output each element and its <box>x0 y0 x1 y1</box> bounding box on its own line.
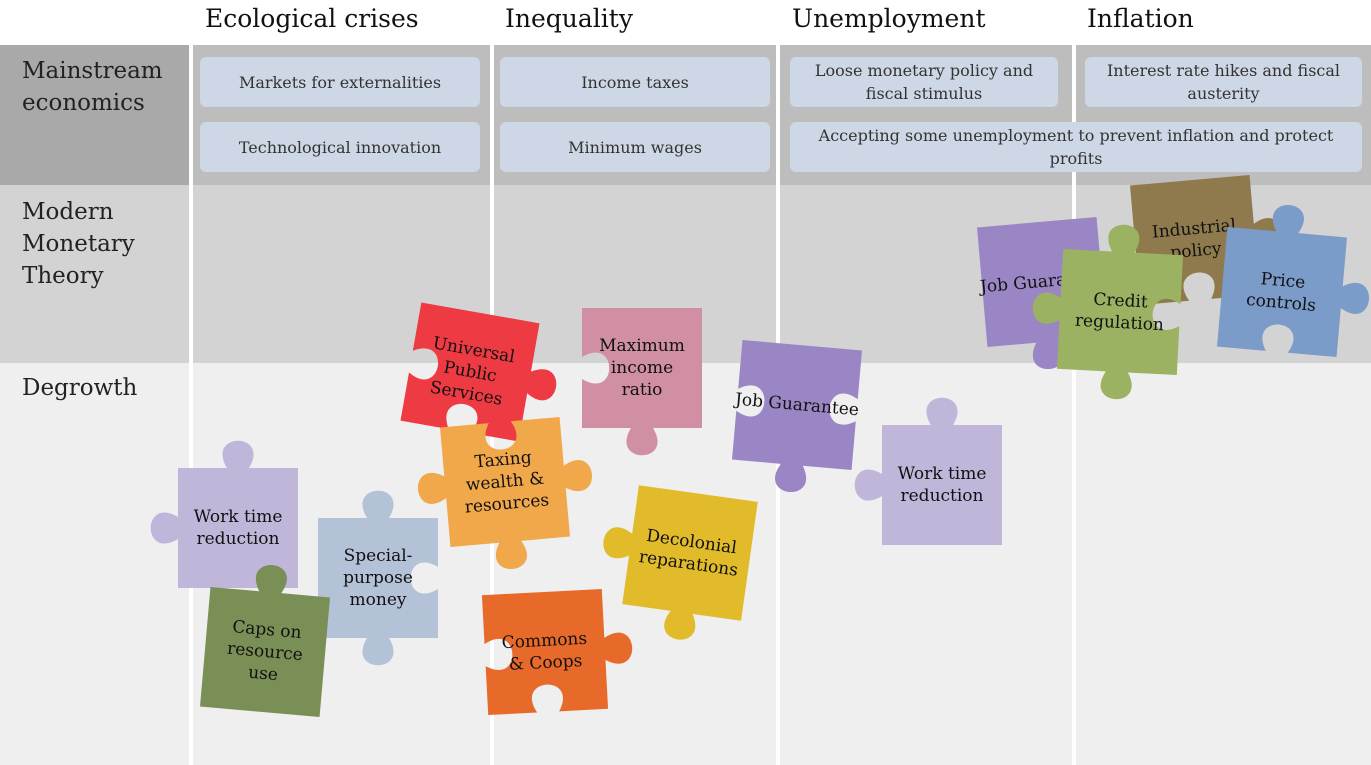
policy-box: Technological innovation <box>200 122 480 172</box>
row-label: Degrowth <box>22 375 138 401</box>
puzzle-piece: Maximum income ratio <box>552 278 732 458</box>
puzzle-piece: Job Guarantee <box>699 307 894 502</box>
piece-outline <box>400 302 557 442</box>
piece-outline <box>731 339 863 493</box>
row-label: Mainstream economics <box>22 58 163 116</box>
puzzle-piece: Decolonial reparations <box>588 451 791 654</box>
puzzle-piece: Price controls <box>1184 194 1371 389</box>
piece-shape <box>731 339 863 493</box>
puzzle-piece: Universal Public Services <box>366 268 575 477</box>
piece-shape <box>481 588 633 716</box>
piece-outline <box>1032 224 1184 400</box>
piece-outline <box>481 588 633 716</box>
piece-label: Credit regulation <box>1074 289 1165 336</box>
piece-label: Work time reduction <box>193 507 283 549</box>
piece-shape <box>150 440 298 588</box>
piece-label: Caps on resource use <box>226 617 304 686</box>
puzzle-piece: Taxing wealth & resources <box>407 384 602 579</box>
piece-outline <box>318 490 438 666</box>
column-header: Unemployment <box>792 4 986 33</box>
column-header: Ecological crises <box>205 4 419 33</box>
policy-box: Income taxes <box>500 57 770 107</box>
policy-box: Interest rate hikes and fiscal austerity <box>1085 57 1362 107</box>
piece-shape <box>199 564 331 718</box>
policy-box: Accepting some unemployment to prevent i… <box>790 122 1362 172</box>
piece-shape <box>582 308 702 456</box>
puzzle-piece: Special-purpose money <box>288 488 468 668</box>
piece-label: Special-purpose money <box>343 546 413 610</box>
piece-outline <box>417 416 593 570</box>
column-divider <box>1072 45 1076 765</box>
column-header: Inflation <box>1087 4 1194 33</box>
piece-label: Commons & Coops <box>501 628 588 675</box>
puzzle-piece: Work time reduction <box>852 395 1032 575</box>
piece-shape <box>854 397 1002 545</box>
piece-shape <box>1032 224 1184 400</box>
puzzle-piece: Credit regulation <box>1025 217 1214 406</box>
piece-shape <box>400 302 557 442</box>
piece-outline <box>199 564 331 718</box>
piece-outline <box>1216 204 1370 358</box>
puzzle-piece: Work time reduction <box>148 438 328 618</box>
piece-outline <box>854 397 1002 545</box>
mainstream-label-band <box>0 45 190 185</box>
piece-label: Maximum income ratio <box>599 336 685 400</box>
piece-outline <box>603 485 758 640</box>
piece-label: Taxing wealth & resources <box>463 447 550 518</box>
piece-shape <box>1216 204 1370 358</box>
column-header: Inequality <box>505 4 633 33</box>
puzzle-piece: Commons & Coops <box>450 557 639 746</box>
piece-shape <box>417 416 593 570</box>
piece-shape <box>318 490 438 666</box>
piece-label: Work time reduction <box>897 464 987 506</box>
piece-label: Price controls <box>1245 269 1317 316</box>
policy-box: Markets for externalities <box>200 57 480 107</box>
piece-shape <box>603 485 758 640</box>
piece-outline <box>582 308 702 456</box>
puzzle-piece: Caps on resource use <box>167 554 362 749</box>
row-label: Modern Monetary Theory <box>22 199 135 289</box>
policy-box: Loose monetary policy and fiscal stimulu… <box>790 57 1058 107</box>
policy-box: Minimum wages <box>500 122 770 172</box>
column-divider <box>189 45 193 765</box>
piece-outline <box>150 440 298 588</box>
